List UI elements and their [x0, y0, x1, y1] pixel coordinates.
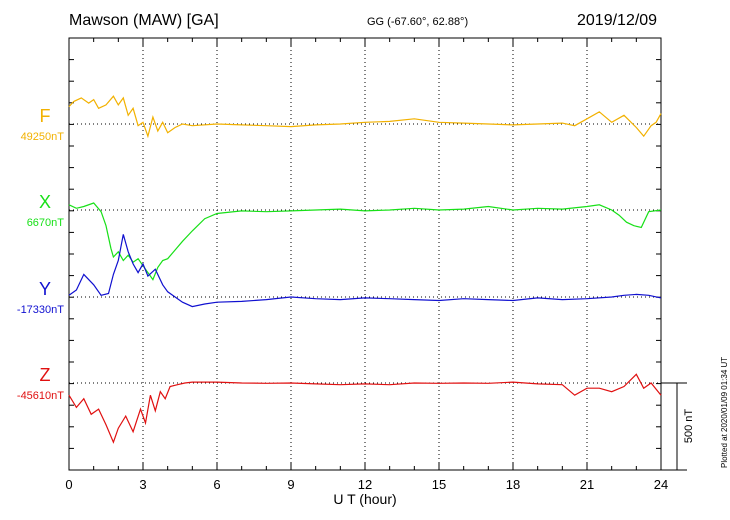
scale-bar-label: 500 nT: [683, 409, 695, 444]
x-tick-label: 18: [506, 477, 520, 492]
series-line-f: [68, 95, 662, 139]
scale-bar: 500 nT: [661, 382, 695, 471]
series-layer: [68, 95, 662, 444]
series-line-z: [68, 373, 662, 444]
x-tick-label: 12: [358, 477, 372, 492]
date-label: 2019/12/09: [577, 12, 658, 29]
series-name-y: Y: [39, 279, 51, 299]
series-name-x: X: [39, 192, 51, 212]
grid-layer: [69, 38, 661, 470]
series-baseline-f: 49250nT: [21, 131, 65, 143]
series-line-x: [68, 202, 662, 281]
series-line-y: [68, 234, 662, 308]
series-baseline-y: -17330nT: [17, 304, 64, 316]
x-tick-label: 0: [65, 477, 72, 492]
x-tick-label: 9: [287, 477, 294, 492]
series-name-f: F: [40, 106, 51, 126]
axis-layer: 0 3 6 9 12 15 18 21 24: [65, 37, 668, 492]
plotted-timestamp: Plotted at 2020/01/09 01:34 UT: [720, 356, 729, 468]
label-layer: F 49250nT X 6670nT Y -17330nT Z -45610nT: [17, 106, 64, 402]
x-tick-label: 6: [213, 477, 220, 492]
series-baseline-z: -45610nT: [17, 390, 64, 402]
x-tick-label: 15: [432, 477, 446, 492]
series-baseline-x: 6670nT: [27, 217, 65, 229]
series-name-z: Z: [40, 365, 51, 385]
x-tick-label: 24: [654, 477, 668, 492]
x-tick-label: 3: [139, 477, 146, 492]
coordinates-label: GG (-67.60°, 62.88°): [367, 16, 469, 28]
x-tick-label: 21: [580, 477, 594, 492]
station-title: Mawson (MAW) [GA]: [69, 12, 219, 29]
x-axis-label: U T (hour): [333, 491, 396, 507]
